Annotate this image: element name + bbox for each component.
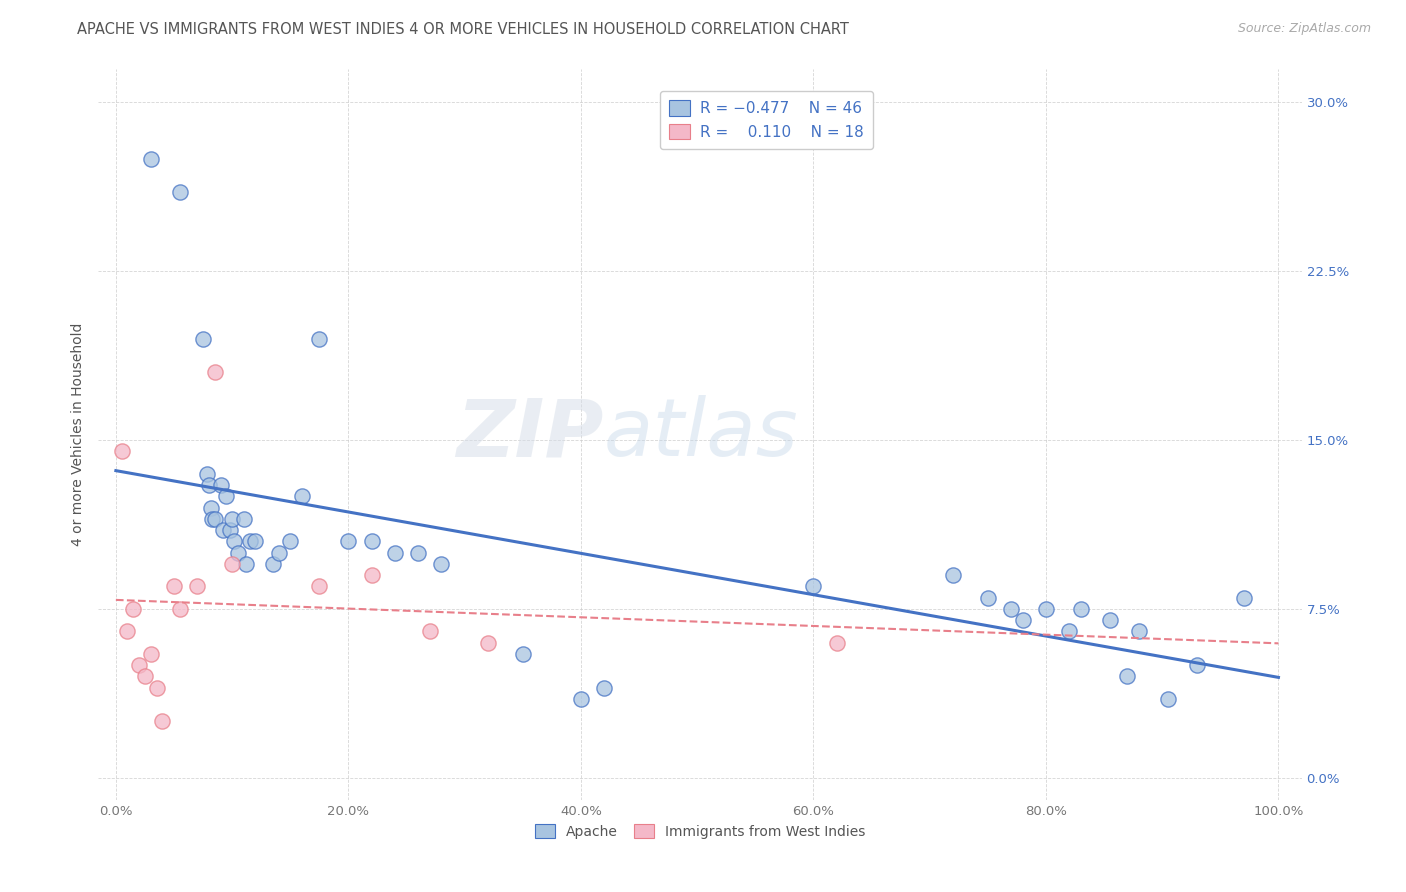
Point <box>308 332 330 346</box>
Point <box>169 602 191 616</box>
Point <box>122 602 145 616</box>
Point <box>569 691 592 706</box>
Text: atlas: atlas <box>603 395 799 474</box>
Point <box>593 681 616 695</box>
Point <box>191 332 214 346</box>
Point <box>200 500 222 515</box>
Point <box>145 681 167 695</box>
Point <box>232 512 254 526</box>
Point <box>512 647 534 661</box>
Point <box>977 591 1000 605</box>
Point <box>1098 613 1121 627</box>
Point <box>198 478 221 492</box>
Point <box>195 467 218 481</box>
Point <box>221 512 243 526</box>
Point <box>150 714 173 729</box>
Y-axis label: 4 or more Vehicles in Household: 4 or more Vehicles in Household <box>72 323 86 546</box>
Point <box>235 557 257 571</box>
Point <box>291 489 314 503</box>
Point <box>803 579 825 593</box>
Point <box>139 152 162 166</box>
Point <box>221 557 243 571</box>
Point <box>111 444 134 458</box>
Point <box>1128 624 1150 639</box>
Point <box>1157 691 1180 706</box>
Point <box>419 624 441 639</box>
Point <box>337 534 360 549</box>
Point <box>430 557 453 571</box>
Point <box>204 366 226 380</box>
Point <box>134 669 156 683</box>
Point <box>360 568 382 582</box>
Point <box>360 534 382 549</box>
Point <box>262 557 284 571</box>
Point <box>211 523 233 537</box>
Point <box>1011 613 1033 627</box>
Point <box>1232 591 1254 605</box>
Point <box>239 534 262 549</box>
Point <box>139 647 162 661</box>
Point <box>477 635 499 649</box>
Point <box>226 545 249 559</box>
Point <box>1116 669 1139 683</box>
Point <box>1035 602 1057 616</box>
Point <box>215 489 238 503</box>
Point <box>942 568 965 582</box>
Point <box>128 658 150 673</box>
Point <box>1070 602 1092 616</box>
Text: ZIP: ZIP <box>457 395 603 474</box>
Text: Source: ZipAtlas.com: Source: ZipAtlas.com <box>1237 22 1371 36</box>
Point <box>209 478 232 492</box>
Point <box>218 523 240 537</box>
Point <box>825 635 848 649</box>
Point <box>384 545 406 559</box>
Point <box>245 534 267 549</box>
Point <box>406 545 429 559</box>
Point <box>224 534 246 549</box>
Point <box>278 534 301 549</box>
Point <box>308 579 330 593</box>
Point <box>267 545 290 559</box>
Legend: Apache, Immigrants from West Indies: Apache, Immigrants from West Indies <box>530 819 870 845</box>
Point <box>117 624 139 639</box>
Point <box>201 512 224 526</box>
Point <box>1000 602 1022 616</box>
Point <box>169 186 191 200</box>
Point <box>1057 624 1080 639</box>
Point <box>204 512 226 526</box>
Point <box>1185 658 1208 673</box>
Point <box>186 579 208 593</box>
Point <box>163 579 186 593</box>
Text: APACHE VS IMMIGRANTS FROM WEST INDIES 4 OR MORE VEHICLES IN HOUSEHOLD CORRELATIO: APACHE VS IMMIGRANTS FROM WEST INDIES 4 … <box>77 22 849 37</box>
